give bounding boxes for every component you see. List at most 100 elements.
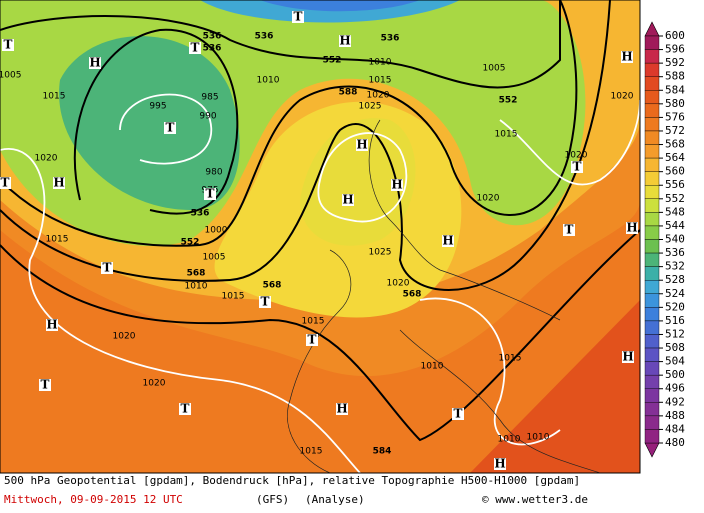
- label-box: [204, 188, 216, 200]
- contour-label: 1005: [0, 71, 21, 81]
- map-labels: 536 536 536 536 552 552 588 552 536 568 568 568 584 1…: [0, 10, 638, 471]
- label-box: [356, 139, 368, 151]
- contour-label: 1010: [257, 76, 280, 86]
- colorbar-label: 568: [665, 138, 685, 151]
- contour-label: 1020: [387, 279, 410, 289]
- center-label: H: [53, 176, 64, 190]
- colorbar-segment: [644, 171, 660, 186]
- center-label: T: [191, 41, 200, 55]
- colorbar-label: 596: [665, 43, 685, 56]
- colorbar-segment: [644, 212, 660, 227]
- contour-label: 588: [339, 88, 358, 98]
- coastlines: [287, 119, 601, 474]
- colorbar-label: 532: [665, 260, 685, 273]
- geopotential-contours: [0, 0, 641, 442]
- footer-mode: (Analyse): [305, 493, 365, 506]
- colorbar-label: 488: [665, 409, 685, 422]
- center-label: T: [454, 407, 463, 421]
- colorbar-segment: [644, 185, 660, 200]
- colorbar-label: 504: [665, 355, 685, 368]
- colorbar-segment: [644, 157, 660, 172]
- colorbar-label: 508: [665, 341, 685, 354]
- contour-label: 995: [149, 102, 166, 112]
- contour-label: 568: [403, 290, 422, 300]
- center-label: T: [206, 187, 215, 201]
- contour-label: 1015: [300, 447, 323, 457]
- colorbar-segment: [644, 415, 660, 430]
- map-field: [0, 0, 640, 473]
- contour-label: 1015: [46, 235, 69, 245]
- colorbar-segment: [644, 334, 660, 349]
- center-label: T: [1, 176, 10, 190]
- field-north-core: [260, 0, 420, 12]
- colorbar-segment: [644, 347, 660, 362]
- contour-label: 1015: [43, 92, 66, 102]
- footer-date: Mittwoch, 09-09-2015 12 UTC: [4, 493, 183, 506]
- colorbar-label: 560: [665, 165, 685, 178]
- contour-label: 1015: [369, 76, 392, 86]
- contour-label: 1010: [527, 433, 550, 443]
- colorbar-segment: [644, 374, 660, 389]
- contour-label: 1020: [113, 332, 136, 342]
- contour-label: 552: [499, 96, 518, 106]
- colorbar-label: 484: [665, 422, 685, 435]
- colorbar-label: 480: [665, 436, 685, 449]
- label-box: [571, 161, 583, 173]
- colorbar-label: 516: [665, 314, 685, 327]
- label-box: [2, 39, 14, 51]
- contour-label: 1010: [498, 435, 521, 445]
- colorbar-label: 572: [665, 124, 685, 137]
- colorbar-label: 564: [665, 151, 685, 164]
- label-box: [494, 458, 506, 470]
- colorbar-segment: [644, 280, 660, 294]
- center-label: H: [621, 50, 632, 64]
- contour-label: 980: [205, 168, 222, 178]
- colorbar-segment: [644, 252, 660, 267]
- contour-label: 1020: [367, 91, 390, 101]
- contour-label: 1005: [483, 64, 506, 74]
- center-label: H: [622, 350, 633, 364]
- colorbar-label: 600: [665, 29, 685, 42]
- contour-label: 1020: [35, 154, 58, 164]
- colorbar-segment: [644, 117, 660, 132]
- colorbar-label: 584: [665, 83, 685, 96]
- center-label: T: [166, 121, 175, 135]
- center-label: H: [336, 402, 347, 416]
- colorbar-label: 548: [665, 205, 685, 218]
- pressure-contours: [0, 93, 641, 474]
- center-label: T: [565, 223, 574, 237]
- label-box: [621, 51, 633, 63]
- colorbar-segment: [644, 144, 660, 159]
- footer-title: 500 hPa Geopotential [gpdam], Bodendruck…: [4, 474, 580, 487]
- label-box: [626, 222, 638, 234]
- contour-label: 568: [187, 269, 206, 279]
- colorbar-label: 512: [665, 327, 685, 340]
- label-box: [622, 351, 634, 363]
- colorbar-label: 580: [665, 97, 685, 110]
- contour-label: 1010: [369, 58, 392, 68]
- contour-label: 1020: [611, 92, 634, 102]
- contour-label: 990: [199, 112, 216, 122]
- contour-label: 584: [373, 447, 392, 457]
- colorbar-segment: [644, 293, 660, 308]
- center-label: T: [261, 295, 270, 309]
- contour-label: 1015: [495, 130, 518, 140]
- colorbar-label: 556: [665, 178, 685, 191]
- colorbar: 6005965925885845805765725685645605565525…: [644, 21, 685, 458]
- colorbar-label: 588: [665, 70, 685, 83]
- colorbar-segment: [644, 307, 660, 322]
- center-label: T: [181, 402, 190, 416]
- contour-label: 552: [323, 56, 342, 66]
- colorbar-label: 592: [665, 56, 685, 69]
- contour-label: 1020: [565, 151, 588, 161]
- colorbar-label: 492: [665, 395, 685, 408]
- contour-label: 1010: [421, 362, 444, 372]
- colorbar-label: 528: [665, 273, 685, 286]
- center-label: T: [4, 38, 13, 52]
- colorbar-segment: [644, 198, 660, 213]
- colorbar-segment: [644, 361, 660, 376]
- center-label: H: [342, 193, 353, 207]
- contour-label: 536: [203, 44, 222, 54]
- colorbar-segment: [644, 62, 660, 77]
